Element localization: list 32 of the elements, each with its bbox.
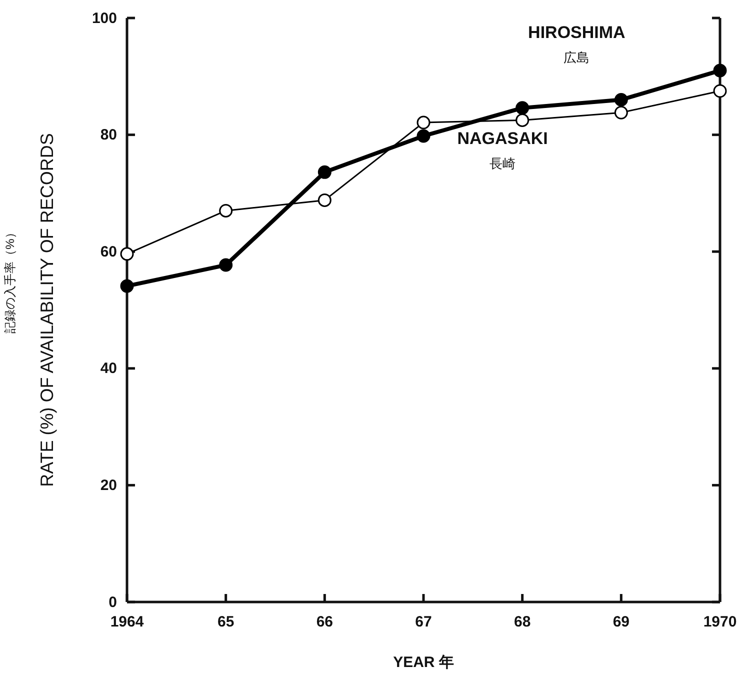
x-tick-label: 1970 bbox=[703, 614, 737, 631]
point bbox=[416, 129, 430, 143]
y-tick-label: 80 bbox=[100, 126, 117, 144]
x-axis-title: YEAR 年 bbox=[393, 654, 454, 671]
point bbox=[516, 113, 530, 127]
series-label: NAGASAKI 長崎 bbox=[457, 129, 548, 171]
x-tick-label: 68 bbox=[514, 614, 531, 631]
point bbox=[416, 116, 430, 130]
text: 記録の入手率（%） bbox=[3, 226, 17, 334]
x-tick-label: 65 bbox=[217, 614, 234, 631]
point bbox=[516, 101, 530, 115]
point bbox=[318, 193, 332, 207]
point bbox=[318, 165, 332, 179]
y-tick-label: 100 bbox=[92, 10, 117, 27]
x-tick-label: 66 bbox=[316, 614, 334, 631]
x-tick-label: 69 bbox=[612, 614, 630, 631]
point bbox=[219, 258, 233, 272]
point bbox=[120, 279, 134, 293]
point bbox=[614, 93, 628, 107]
y-axis-title: RATE (%) OF AVAILABILITY OF RECORDS bbox=[37, 133, 57, 487]
y-tick-label: 20 bbox=[100, 477, 117, 494]
x-tick-label: 1964 bbox=[110, 614, 144, 631]
y-tick-label: 60 bbox=[100, 243, 117, 260]
point bbox=[219, 204, 233, 218]
y-tick-label: 40 bbox=[100, 360, 117, 378]
y-tick-label: 0 bbox=[108, 594, 117, 611]
series-label: HIROSHIMA 広島 bbox=[528, 23, 626, 65]
point bbox=[120, 247, 134, 261]
point bbox=[614, 106, 628, 120]
x-tick-label: 67 bbox=[415, 614, 432, 631]
point bbox=[713, 84, 727, 98]
point bbox=[713, 64, 727, 78]
